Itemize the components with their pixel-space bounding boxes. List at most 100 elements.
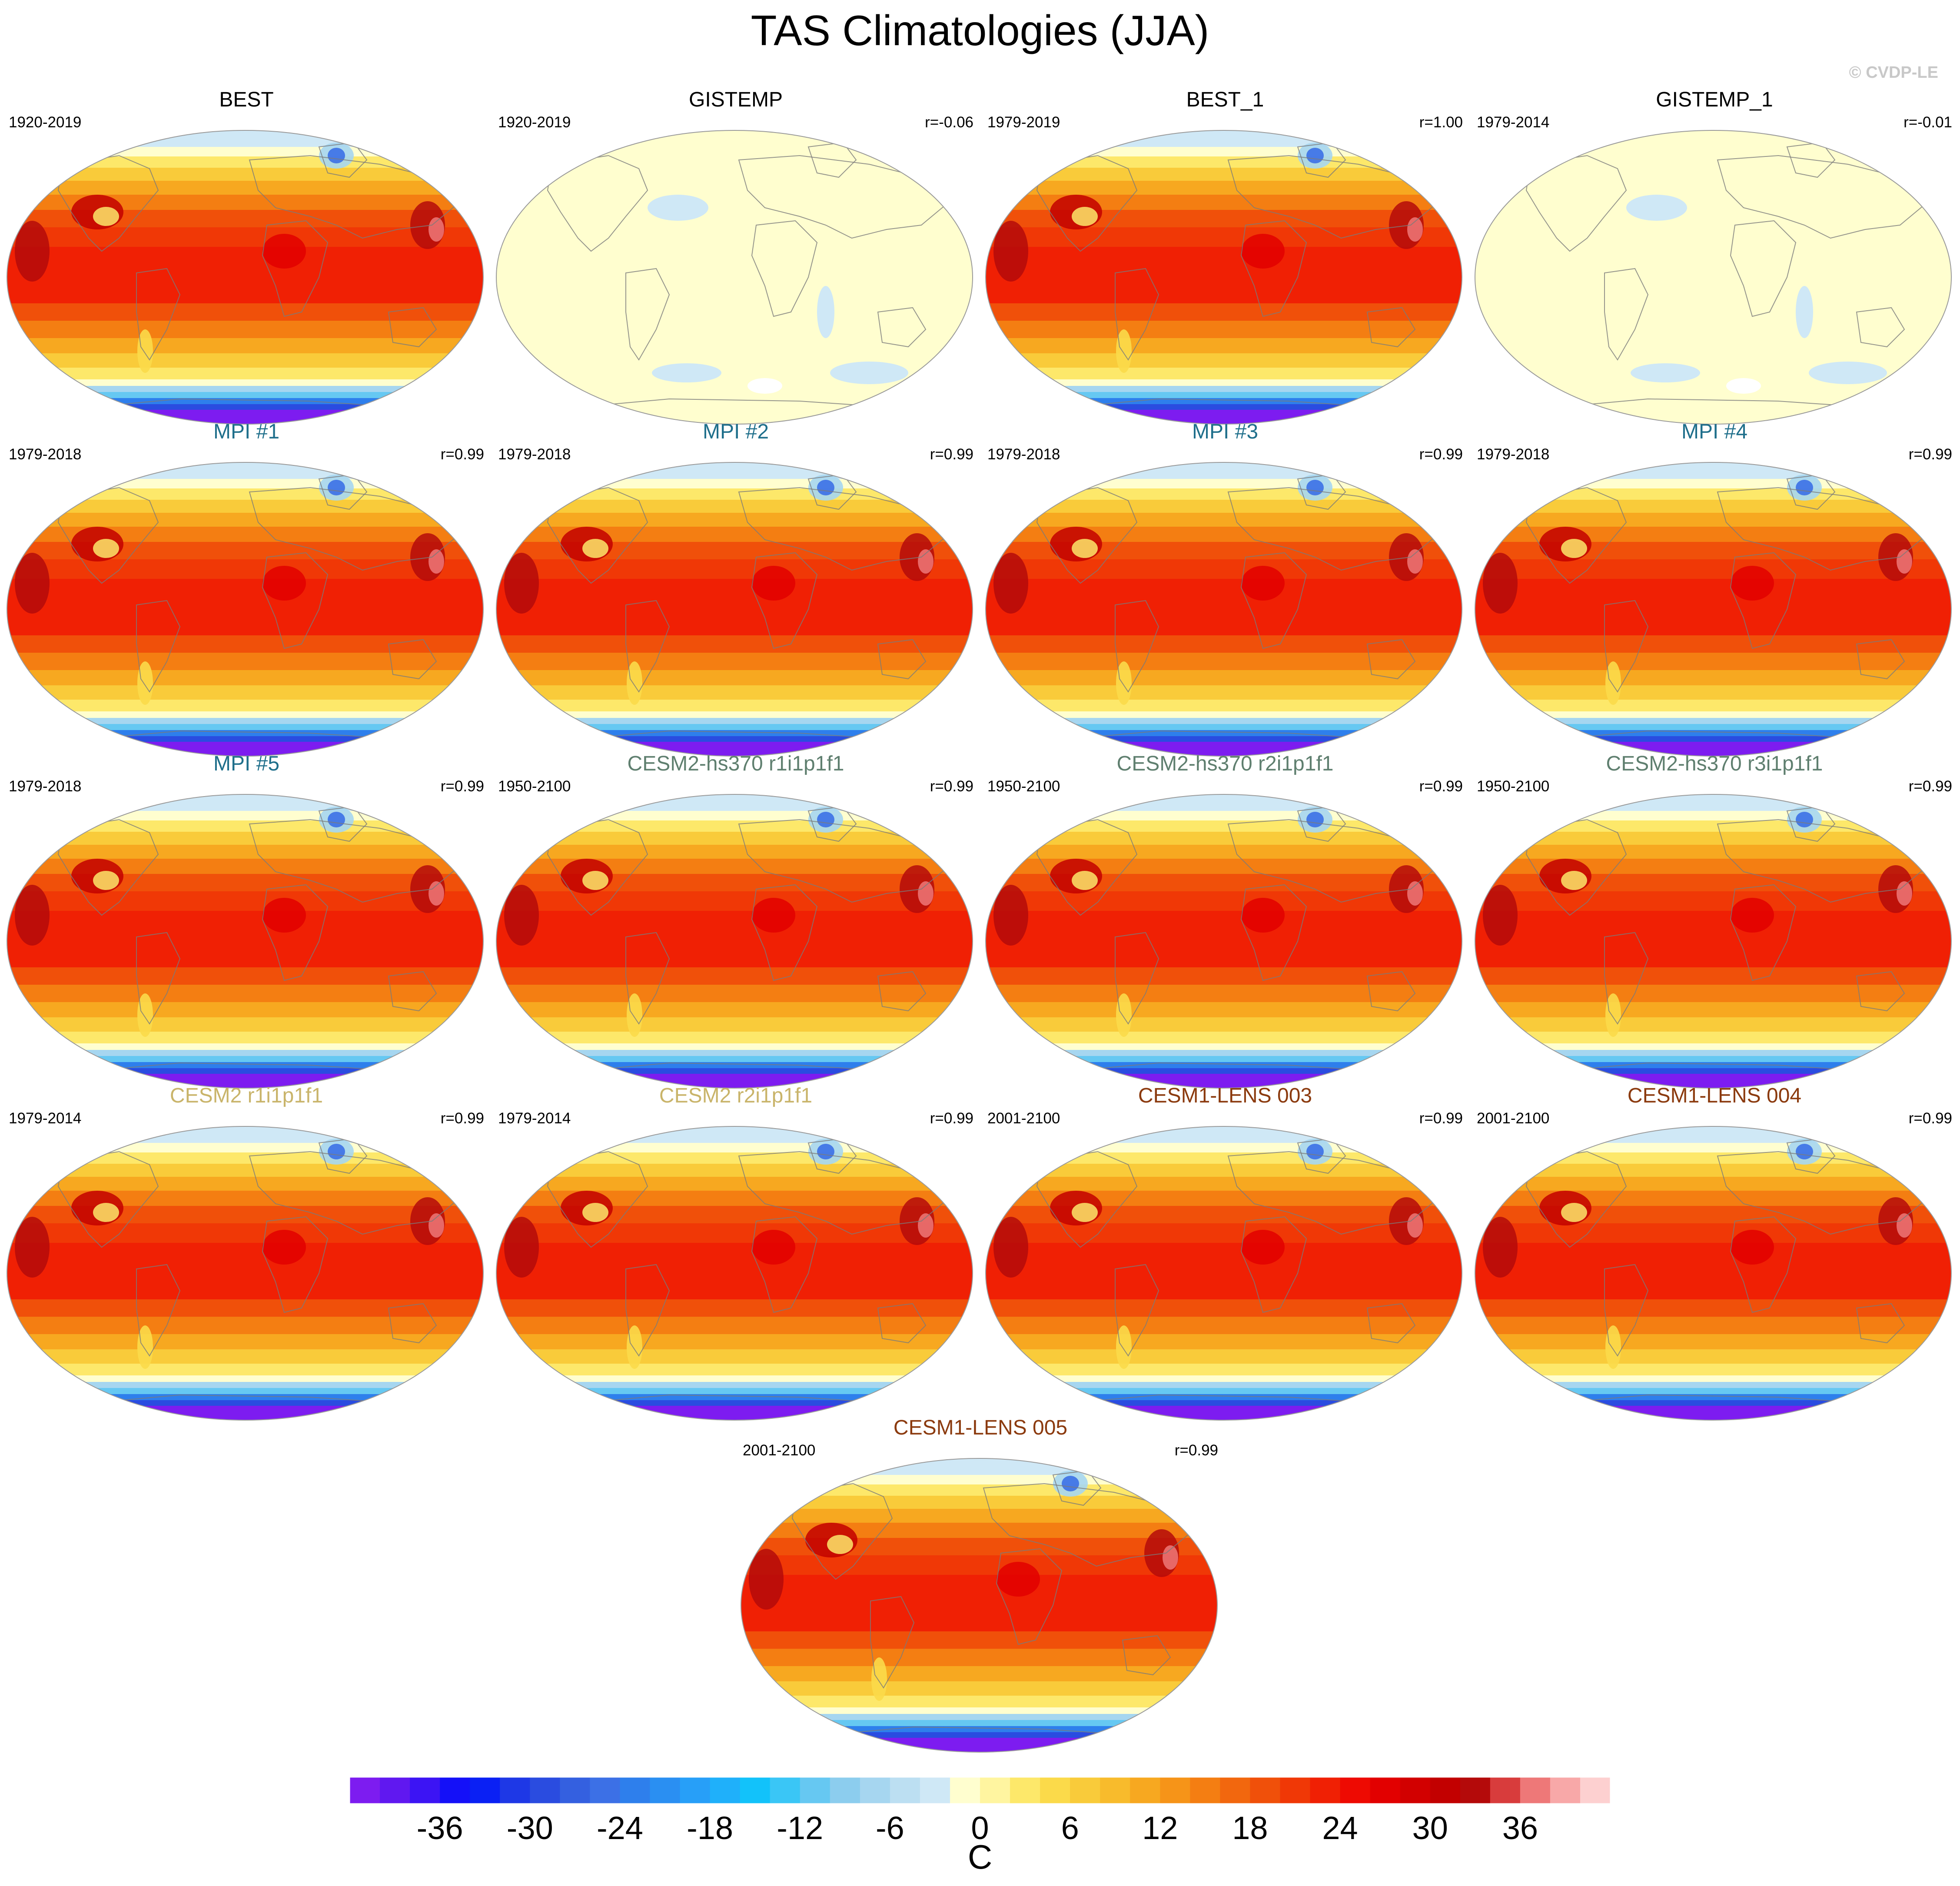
map-hotspot	[429, 217, 444, 242]
map-band	[1475, 967, 1951, 985]
map-hotspot	[1407, 217, 1423, 242]
coastline	[249, 155, 459, 239]
colorbar-tick-label: -6	[876, 1810, 904, 1843]
coastline	[136, 1264, 181, 1357]
map-band	[496, 1043, 973, 1050]
map-band	[496, 911, 973, 967]
colorbar-bin	[1160, 1777, 1190, 1803]
map-band	[986, 1032, 1462, 1043]
map-band	[7, 700, 483, 711]
coastline	[1856, 1303, 1905, 1344]
map-band	[986, 685, 1462, 700]
map-hotspot	[1731, 566, 1774, 601]
map-band	[7, 653, 483, 670]
map-border	[985, 462, 1462, 757]
map-plot	[1475, 462, 1952, 757]
map-panel: BEST_1 1979-2019 r=1.00	[980, 87, 1470, 425]
coastline	[1240, 1216, 1307, 1313]
map-hotspot	[993, 221, 1028, 282]
map-band	[7, 353, 483, 368]
map-panel: CESM2 r2i1p1f1 1979-2014 r=0.99	[491, 1083, 980, 1421]
coastline	[625, 268, 670, 361]
map-coolspot	[1116, 329, 1132, 373]
colorbar-bin	[500, 1777, 530, 1803]
map-band	[1475, 1382, 1951, 1388]
panel-title: MPI #4	[1681, 420, 1748, 443]
map-hotspot	[993, 885, 1028, 946]
map-anomaly-patch	[1726, 378, 1761, 394]
coastline	[1366, 307, 1416, 348]
map-hotspot	[429, 1213, 444, 1238]
map-band	[986, 653, 1462, 670]
colorbar-bin	[1280, 1777, 1311, 1803]
coastline	[249, 487, 459, 571]
coastline	[1856, 639, 1905, 680]
map-band	[986, 247, 1462, 303]
map-band	[986, 1299, 1462, 1317]
colorbar-bin	[1370, 1777, 1401, 1803]
map-hotspot	[504, 885, 539, 946]
map-hotspot	[1483, 885, 1518, 946]
map-band	[7, 1382, 483, 1388]
map-band	[986, 718, 1462, 724]
map-hotspot	[262, 1230, 306, 1265]
coastline	[388, 307, 437, 348]
coastline	[57, 819, 159, 916]
map-hotspot	[1731, 1230, 1774, 1265]
coastline	[1717, 819, 1927, 903]
map-coolspot	[137, 329, 153, 373]
panel-period: 1979-2018	[987, 446, 1060, 463]
map-band	[1475, 1032, 1951, 1043]
coastline	[738, 155, 948, 239]
panel-correlation: r=0.99	[1174, 1442, 1218, 1459]
map-band	[1475, 1375, 1951, 1382]
coastline	[388, 639, 437, 680]
map-band	[986, 1043, 1462, 1050]
map-band	[7, 1062, 483, 1068]
coastline	[877, 971, 927, 1012]
map-band	[741, 1575, 1217, 1631]
map-band	[986, 1223, 1462, 1243]
panel-period: 1979-2018	[1477, 446, 1550, 463]
map-band	[986, 513, 1462, 527]
map-band	[986, 1062, 1462, 1068]
map-plot	[985, 1126, 1462, 1421]
map-panel: BEST 1920-2019	[2, 87, 491, 425]
map-hotspot	[582, 871, 608, 890]
map-band	[7, 718, 483, 724]
coastline	[1717, 487, 1927, 571]
coastline	[262, 1216, 329, 1313]
map-plot	[7, 794, 484, 1089]
map-plot	[985, 794, 1462, 1089]
colorbar-bin	[1580, 1777, 1611, 1803]
map-coolspot	[137, 661, 153, 705]
map-band	[496, 1388, 973, 1394]
colorbar-tick-label: -36	[417, 1810, 463, 1843]
map-band	[1475, 1394, 1951, 1400]
map-hotspot	[1241, 898, 1285, 933]
map-band	[7, 338, 483, 353]
map-band	[986, 1364, 1462, 1375]
panel-title: GISTEMP_1	[1656, 88, 1773, 111]
colorbar-tick-label: -12	[777, 1810, 823, 1843]
map-band	[7, 559, 483, 579]
map-border	[496, 794, 973, 1089]
map-hotspot	[15, 885, 50, 946]
map-band	[7, 379, 483, 386]
map-band	[496, 1364, 973, 1375]
coastline	[625, 932, 670, 1025]
map-hotspot	[1483, 1217, 1518, 1278]
colorbar-bin	[1100, 1777, 1130, 1803]
map-band	[7, 1177, 483, 1191]
map-band	[986, 911, 1462, 967]
coastline	[751, 884, 818, 981]
map-hotspot	[262, 566, 306, 601]
panel-title: MPI #1	[213, 420, 280, 443]
map-border	[1475, 794, 1952, 1089]
panel-correlation: r=0.99	[1419, 778, 1463, 795]
map-band	[7, 181, 483, 195]
map-border	[496, 462, 973, 757]
map-hotspot	[993, 553, 1028, 614]
map-band	[7, 227, 483, 247]
coastline	[1240, 220, 1307, 317]
